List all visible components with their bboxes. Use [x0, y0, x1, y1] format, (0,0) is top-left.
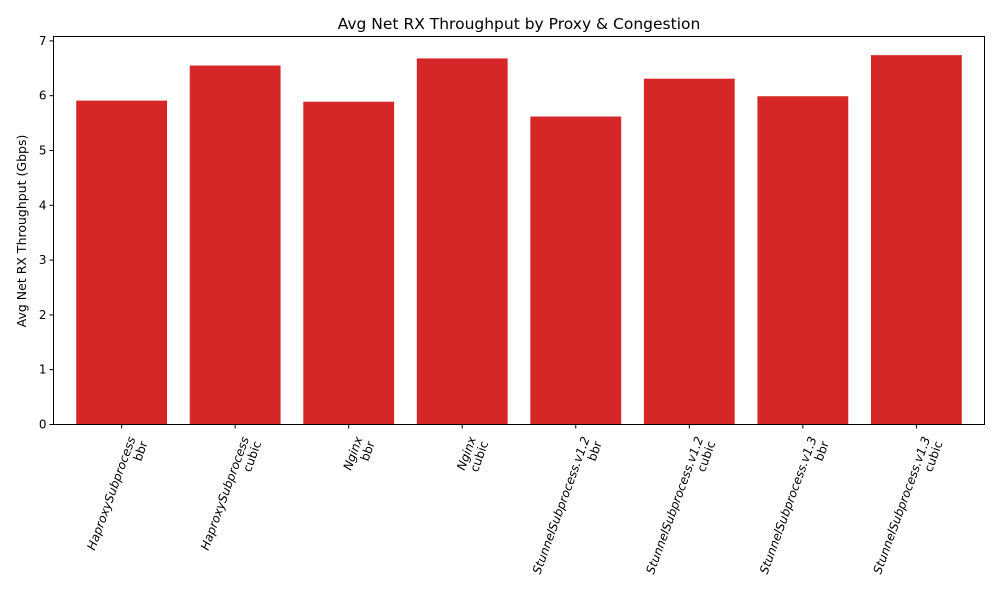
bar-2: [189, 65, 281, 425]
y-tick-label: 3: [39, 253, 47, 267]
plot-frame: [53, 36, 985, 425]
y-tick-label: 6: [39, 89, 47, 103]
x-tick-label: StunnelSubprocess.v1.2cubic: [643, 435, 718, 581]
y-tick-label: 7: [39, 34, 47, 48]
y-axis-label: Avg Net RX Throughput (Gbps): [14, 135, 29, 328]
bar-8: [870, 55, 962, 425]
x-tick-label: StunnelSubprocess.v1.2bbr: [530, 435, 605, 581]
bars-group: [76, 55, 962, 425]
y-tick-label: 2: [39, 308, 47, 322]
x-tick-label: StunnelSubprocess.v1.3bbr: [757, 435, 832, 581]
bar-4: [416, 58, 508, 425]
bar-5: [530, 116, 622, 425]
chart-title: Avg Net RX Throughput by Proxy & Congest…: [338, 15, 701, 33]
y-tick-label: 5: [39, 143, 47, 157]
y-tick-label: 1: [39, 363, 47, 377]
y-tick-label: 4: [39, 198, 47, 212]
x-tick-label: StunnelSubprocess.v1.3cubic: [870, 435, 945, 581]
x-tick-label: Nginxbbr: [341, 434, 379, 477]
x-tick-label: Nginxcubic: [454, 434, 492, 477]
y-axis-ticks: 0 1 2 3 4 5 6 7: [39, 34, 54, 432]
x-axis-ticks: HaproxySubprocessbbr HaproxySubprocesscub…: [84, 424, 945, 581]
bar-3: [303, 101, 395, 425]
bar-7: [757, 96, 849, 425]
x-tick-label: HaproxySubprocesscubic: [198, 435, 264, 557]
y-tick-label: 0: [39, 418, 47, 432]
x-tick-label: HaproxySubprocessbbr: [84, 435, 150, 557]
bar-1: [76, 100, 168, 425]
bar-6: [643, 78, 735, 425]
